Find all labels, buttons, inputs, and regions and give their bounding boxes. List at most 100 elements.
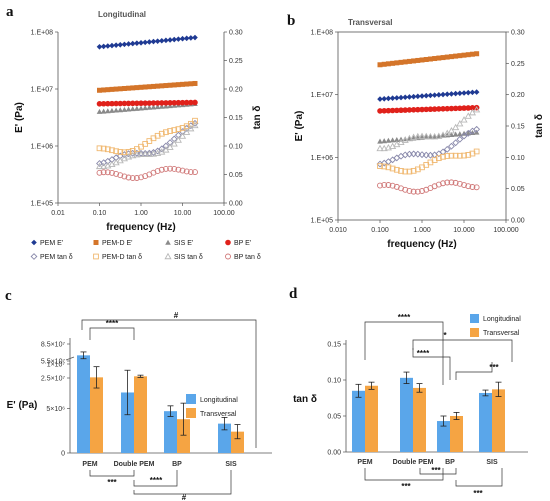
data-point: [465, 105, 472, 111]
legend-marker: [225, 253, 231, 260]
legend-label: Transversal: [483, 330, 520, 337]
data-point: [188, 35, 194, 41]
data-point: [448, 105, 455, 112]
data-point: [124, 153, 133, 160]
y2-tick-label: 0.15: [511, 124, 525, 131]
panel-letter-a: a: [6, 4, 14, 20]
scatter-plot-b: 1.E+05 1.E+06 1.E+07 1.E+08 0.00 0.05 0.10 0.15…: [294, 30, 545, 251]
y-tick-label: 0.10: [327, 378, 341, 385]
data-point: [381, 181, 388, 188]
x-tick-label: 10.00: [174, 210, 192, 217]
data-point: [394, 136, 400, 143]
data-point: [427, 106, 434, 113]
y-tick-label: 1.E+08: [31, 30, 53, 37]
data-point: [104, 169, 111, 176]
data-point: [402, 59, 408, 65]
data-point: [423, 92, 430, 99]
data-point: [411, 58, 417, 64]
data-point: [180, 81, 186, 87]
data-point: [188, 99, 194, 106]
data-point: [109, 100, 115, 107]
bar: [77, 355, 90, 453]
data-point: [166, 139, 174, 147]
data-point: [402, 186, 409, 193]
y2-axis-title: tan δ: [252, 106, 263, 130]
data-point: [121, 100, 128, 107]
data-point: [436, 92, 442, 98]
legend-label: PEM tan δ: [40, 254, 73, 261]
sig-bracket: [412, 348, 451, 380]
data-point: [473, 105, 481, 113]
data-point: [381, 138, 388, 144]
data-point: [389, 95, 396, 101]
data-point: [452, 179, 459, 186]
bar: [121, 392, 134, 453]
data-point: [469, 105, 476, 111]
data-point: [464, 112, 472, 119]
y2-tick-label: 0.00: [511, 218, 525, 225]
sig-bracket: [455, 468, 503, 487]
x-tick-label: 100.00: [213, 210, 235, 217]
data-point: [377, 62, 383, 68]
x-tick-label: SIS: [225, 461, 237, 468]
data-point: [465, 152, 472, 158]
data-point: [158, 130, 165, 137]
sig-label: ***: [431, 466, 441, 475]
data-point: [390, 60, 396, 66]
chart-title-a: Longitudinal: [98, 10, 146, 19]
y2-tick-label: 0.15: [229, 115, 243, 122]
y-tick-label: 0.00: [327, 450, 341, 457]
data-point: [389, 165, 396, 172]
data-point: [191, 121, 199, 129]
data-point: [163, 100, 169, 106]
data-point: [126, 85, 132, 91]
data-point: [461, 52, 467, 58]
y-tick-label: 1.E+07: [311, 92, 333, 99]
data-point: [410, 93, 417, 100]
data-point: [376, 144, 384, 152]
data-point: [154, 147, 162, 155]
data-point: [167, 82, 173, 88]
data-point: [398, 168, 404, 174]
data-point: [377, 163, 383, 169]
data-point: [121, 173, 128, 180]
data-point: [100, 100, 107, 107]
x-axis-title: frequency (Hz): [106, 222, 175, 233]
data-point: [414, 188, 421, 195]
data-point: [129, 40, 136, 47]
bar: [413, 387, 426, 452]
data-point: [473, 184, 480, 191]
data-point: [96, 100, 103, 107]
data-point: [109, 86, 115, 92]
bar: [365, 385, 378, 452]
x-tick-label: Double PEM: [114, 461, 155, 468]
data-point: [469, 89, 476, 96]
data-point: [427, 56, 433, 62]
y2-tick-label: 0.05: [511, 186, 525, 193]
data-point: [423, 56, 429, 62]
data-point: [146, 39, 153, 45]
data-point: [377, 138, 383, 144]
data-point: [465, 183, 472, 190]
data-point: [448, 152, 455, 159]
data-point: [175, 166, 182, 173]
data-point: [105, 108, 111, 114]
data-point: [104, 161, 112, 169]
data-point: [163, 129, 169, 136]
data-point: [175, 126, 182, 132]
data-point: [183, 99, 190, 106]
y2-tick-label: 0.05: [229, 172, 243, 179]
data-point: [171, 99, 178, 106]
bar: [177, 419, 190, 453]
data-point: [456, 180, 463, 187]
data-point: [394, 60, 400, 66]
panel-letter-b: b: [287, 13, 295, 29]
data-point: [138, 174, 144, 181]
data-point: [419, 188, 425, 194]
data-point: [138, 100, 144, 107]
data-point: [100, 162, 108, 170]
data-point: [473, 125, 481, 133]
data-point: [415, 106, 421, 113]
data-point: [129, 106, 136, 112]
y2-tick-label: 0.10: [511, 155, 525, 162]
